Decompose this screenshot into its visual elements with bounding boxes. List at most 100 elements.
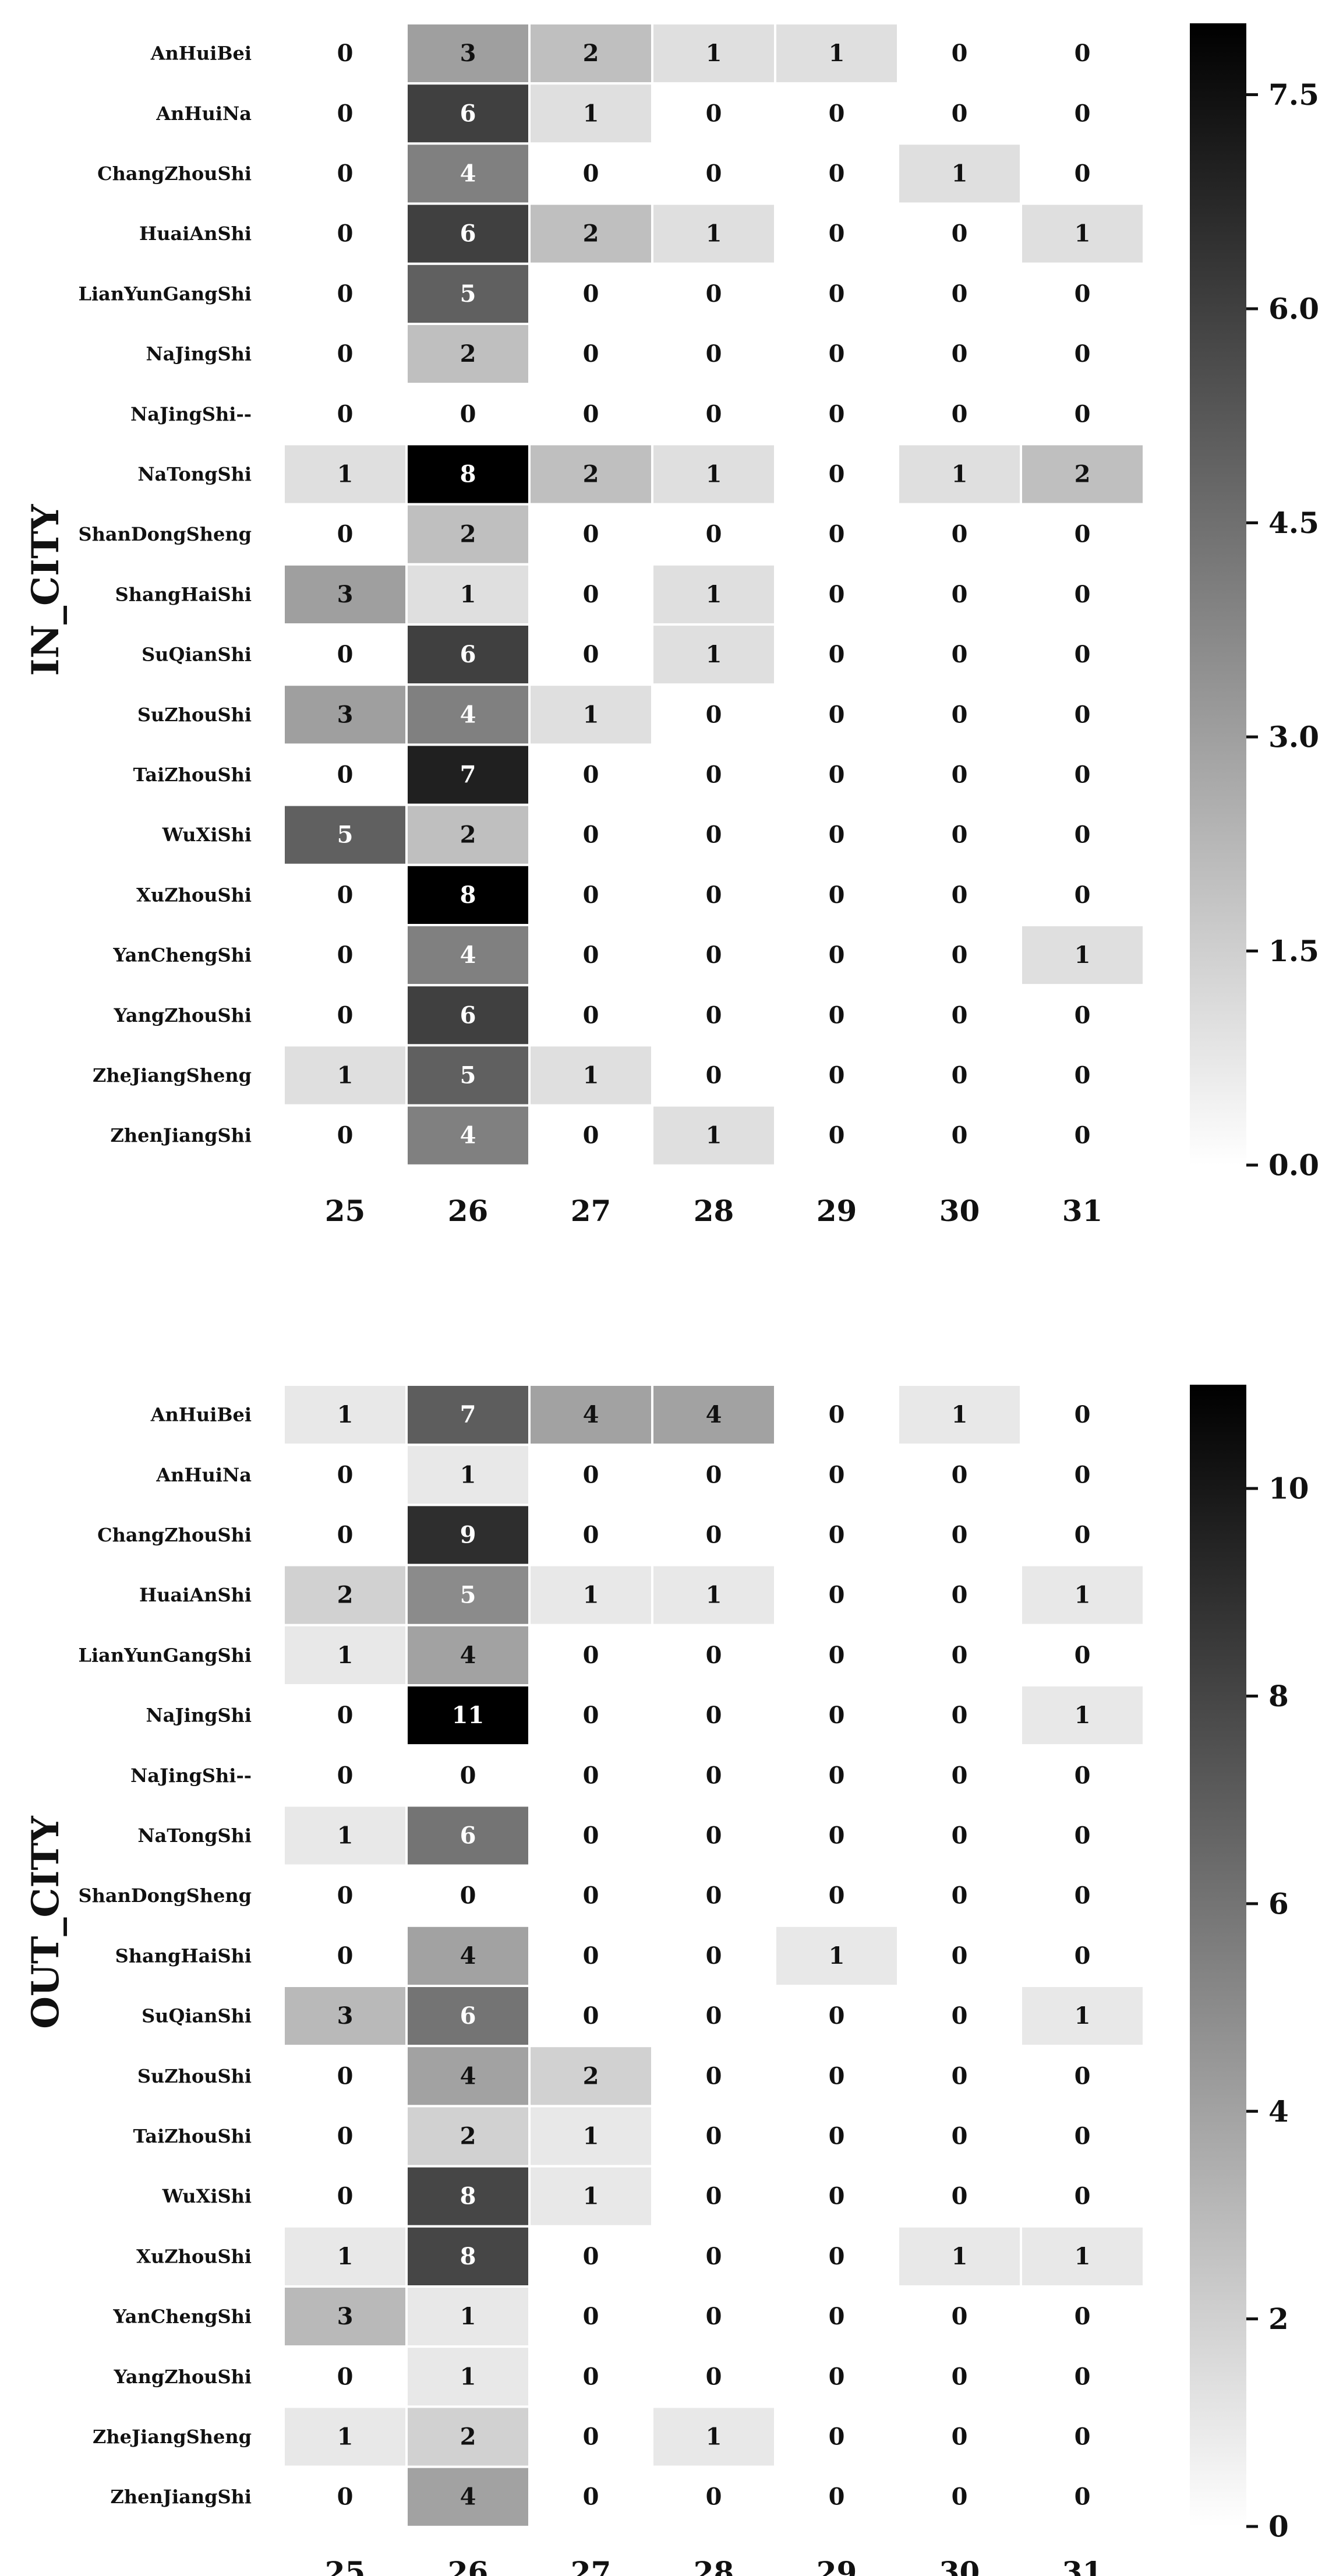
row-label: NaTongShi <box>137 1825 252 1847</box>
cell-value: 1 <box>583 1062 599 1089</box>
cell-value: 0 <box>583 1642 599 1669</box>
cell-value: 6 <box>460 100 476 127</box>
x-tick-label: 26 <box>448 2555 489 2576</box>
cell-value: 1 <box>1075 220 1091 248</box>
heatmap-cell <box>282 2165 408 2228</box>
cell-value: 6 <box>460 220 476 248</box>
heatmap-cell <box>1020 1864 1145 1927</box>
cell-value: 0 <box>952 821 968 849</box>
heatmap-cell <box>282 82 408 145</box>
cell-value: 8 <box>460 2243 476 2270</box>
row-label: WuXiShi <box>162 824 252 846</box>
cell-value: 0 <box>583 2002 599 2030</box>
cell-value: 1 <box>337 1822 354 1850</box>
cell-value: 0 <box>952 761 968 789</box>
heatmap-cell <box>528 563 653 626</box>
row-label: HuaiAnShi <box>139 223 252 245</box>
heatmap-cell <box>651 803 776 866</box>
cell-value: 0 <box>829 2243 845 2270</box>
cell-value: 4 <box>460 1942 476 1970</box>
colorbar-tick-label: 4.5 <box>1268 506 1319 540</box>
cell-value: 4 <box>460 160 476 188</box>
row-label: NaTongShi <box>137 463 252 485</box>
heatmap-cell <box>405 22 531 85</box>
x-tick-label: 25 <box>325 1194 366 1228</box>
cell-value: 0 <box>829 2423 845 2451</box>
cell-value: 0 <box>952 521 968 548</box>
heatmap-cell <box>774 803 899 866</box>
cell-value: 0 <box>829 340 845 368</box>
heatmap-cell <box>774 743 899 806</box>
heatmap-cell <box>528 1104 653 1167</box>
cell-value: 0 <box>706 2002 722 2030</box>
heatmap-cell <box>1020 323 1145 386</box>
heatmap-cell <box>405 2225 531 2288</box>
cell-value: 1 <box>706 1582 722 1609</box>
cell-value: 0 <box>337 941 354 969</box>
heatmap-cell <box>651 1684 776 1747</box>
cell-value: 0 <box>706 1642 722 1669</box>
cell-value: 0 <box>583 1522 599 1549</box>
cell-value: 0 <box>583 2243 599 2270</box>
colorbar-tick-label: 6.0 <box>1268 292 1319 326</box>
heatmap-cell <box>651 2045 776 2108</box>
heatmap-cell <box>1020 1985 1145 2048</box>
heatmap-cell <box>651 142 776 205</box>
cell-value: 0 <box>706 2303 722 2330</box>
heatmap-cell <box>897 563 1022 626</box>
heatmap-cell <box>528 1444 653 1506</box>
colorbar-tick-label: 0 <box>1268 2510 1289 2544</box>
cell-value: 6 <box>460 641 476 668</box>
heatmap-cell <box>1020 1444 1145 1506</box>
cell-value: 0 <box>460 400 476 428</box>
cell-value: 0 <box>583 1702 599 1729</box>
cell-value: 1 <box>583 701 599 728</box>
cell-value: 0 <box>706 280 722 308</box>
row-label: AnHuiBei <box>150 1404 252 1426</box>
cell-value: 8 <box>460 2183 476 2210</box>
cell-value: 0 <box>1075 2483 1091 2511</box>
cell-value: 5 <box>460 280 476 308</box>
row-label: AnHuiNa <box>155 103 252 125</box>
heatmap-cell <box>897 443 1022 506</box>
heatmap-cell <box>528 503 653 566</box>
cell-value: 0 <box>706 2483 722 2511</box>
row-label: SuQianShi <box>142 2005 252 2027</box>
cell-value: 0 <box>829 641 845 668</box>
cell-value: 0 <box>706 521 722 548</box>
heatmap-cell <box>282 323 408 386</box>
x-tick-label: 25 <box>325 2555 366 2576</box>
cell-value: 0 <box>829 1882 845 1910</box>
cell-value: 0 <box>829 521 845 548</box>
cell-value: 1 <box>706 641 722 668</box>
cell-value: 0 <box>829 581 845 608</box>
cell-value: 6 <box>460 1001 476 1029</box>
cell-value: 8 <box>460 881 476 909</box>
x-tick-label: 30 <box>939 2555 980 2576</box>
cell-value: 0 <box>952 400 968 428</box>
heatmap-cell <box>774 1564 899 1626</box>
cell-value: 0 <box>829 1762 845 1789</box>
x-tick-label: 29 <box>817 2555 857 2576</box>
heatmap-cell <box>405 1104 531 1167</box>
row-label: LianYunGangShi <box>79 1644 252 1666</box>
cell-value: 0 <box>952 1942 968 1970</box>
cell-value: 1 <box>337 1642 354 1669</box>
cell-value: 0 <box>829 1401 845 1428</box>
cell-value: 9 <box>460 1522 476 1549</box>
cell-value: 1 <box>706 2423 722 2451</box>
heatmap-cell <box>282 1985 408 2048</box>
heatmap-cell <box>651 2225 776 2288</box>
heatmap-cell <box>1020 563 1145 626</box>
heatmap-cell <box>528 984 653 1047</box>
heatmap-cell <box>405 323 531 386</box>
heatmap-cell <box>651 443 776 506</box>
heatmap-cell <box>405 2465 531 2528</box>
cell-value: 0 <box>1075 1762 1091 1789</box>
heatmap-cell <box>405 1044 531 1107</box>
cell-value: 0 <box>1075 2062 1091 2090</box>
cell-value: 0 <box>583 2483 599 2511</box>
cell-value: 0 <box>1075 641 1091 668</box>
cell-value: 0 <box>829 941 845 969</box>
out-city-x-labels: 25 26 27 28 29 30 31 <box>325 2555 1103 2576</box>
